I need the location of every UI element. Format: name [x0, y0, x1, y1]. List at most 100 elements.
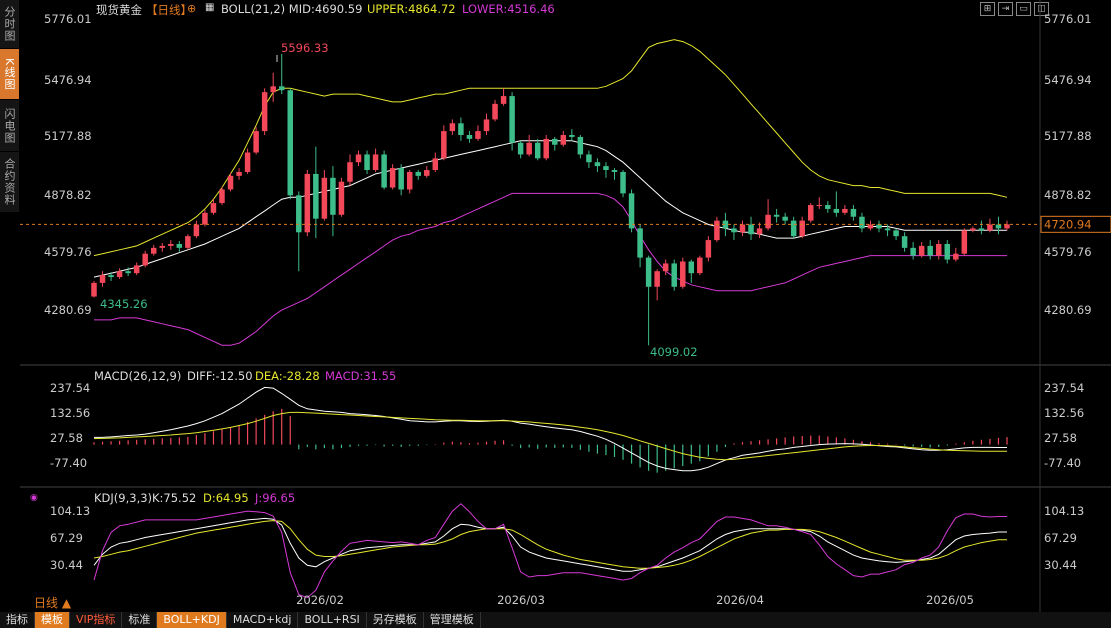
candle-body: [432, 158, 439, 171]
price-axis-left: 4878.82: [44, 188, 92, 202]
candle-body: [910, 247, 916, 256]
bottom-tab-5[interactable]: MACD+kdj: [227, 612, 299, 628]
boll-mid-label: BOLL(21,2) MID:4690.59: [221, 2, 363, 16]
bottom-tab-4[interactable]: BOLL+KDJ: [157, 612, 227, 628]
candle-body: [99, 275, 106, 283]
candle-body: [594, 162, 601, 167]
price-axis-left: 5776.01: [44, 12, 92, 26]
boll-lower-label: LOWER:4516.46: [462, 2, 555, 16]
bottom-tab-6[interactable]: BOLL+RSI: [298, 612, 367, 628]
price-axis-left: 5177.88: [44, 129, 92, 143]
candle-body: [688, 261, 695, 274]
candle-body: [355, 154, 362, 163]
candle-body: [825, 205, 831, 209]
candle-body: [756, 228, 763, 235]
candle-body: [918, 245, 925, 256]
candle-body: [620, 171, 626, 194]
candle-body: [671, 263, 677, 287]
candle-body: [816, 205, 823, 207]
candle-body: [603, 166, 609, 171]
candle-body: [722, 220, 729, 229]
candle-body: [611, 170, 618, 172]
candle-body: [313, 173, 319, 219]
kdj-j-line: [93, 503, 1007, 599]
settings-icon[interactable]: ⊕: [187, 2, 197, 15]
x-axis-label: 2026/05: [926, 593, 974, 607]
candle-body: [1004, 224, 1010, 229]
bottom-tab-0[interactable]: 指标: [0, 612, 35, 628]
kdj-axis-right: 30.44: [1044, 558, 1077, 572]
kdj-k-line: [93, 517, 1007, 572]
split-icon[interactable]: ◫: [1034, 2, 1049, 16]
candle-body: [731, 228, 737, 233]
candle-body: [790, 220, 797, 237]
candle-body: [833, 208, 840, 213]
candle-body: [441, 131, 447, 159]
fullscreen-icon[interactable]: ⊞: [980, 2, 995, 16]
candle-body: [483, 119, 490, 132]
candle-body: [159, 245, 166, 248]
sidebar-tab-3[interactable]: 合约资料: [0, 152, 19, 213]
candle-body: [219, 189, 225, 204]
candle-body: [628, 193, 635, 229]
expand-icon[interactable]: ⇥: [998, 2, 1013, 16]
macd-axis-left: -77.40: [50, 456, 87, 470]
candle-body: [577, 136, 584, 155]
macd-diff-label: DIFF:-12.50: [187, 369, 253, 383]
candle-body: [296, 195, 302, 233]
candle-body: [415, 171, 421, 176]
x-axis-label: 2026/02: [296, 593, 344, 607]
candle-body: [842, 208, 848, 213]
macd-title: MACD(26,12,9): [94, 369, 181, 383]
candle-body: [586, 154, 592, 163]
price-axis-right: 5476.94: [1044, 73, 1092, 87]
price-axis-left: 5476.94: [44, 73, 92, 87]
candle-body: [500, 96, 507, 104]
kdj-d-label: D:64.95: [203, 491, 249, 505]
bottom-tab-8[interactable]: 管理模板: [424, 612, 481, 628]
candle-body: [680, 261, 686, 287]
sidebar-tab-1[interactable]: K线图: [0, 49, 19, 100]
candle-body: [381, 154, 387, 188]
candle-body: [995, 224, 1002, 229]
candle-body: [876, 224, 882, 229]
candle-body: [543, 138, 549, 159]
macd-diff-line: [94, 386, 1007, 472]
kdj-title: KDJ(9,3,3): [94, 491, 152, 505]
bottom-tab-3[interactable]: 标准: [122, 612, 158, 628]
kdj-axis-left: 104.13: [50, 504, 90, 518]
indicator-icon[interactable]: ▦: [205, 2, 215, 13]
sidebar-tab-2[interactable]: 闪电图: [0, 100, 19, 152]
candle-body: [150, 247, 157, 254]
bottom-tab-1[interactable]: 模板: [35, 612, 70, 628]
macd-axis-left: 132.56: [50, 406, 90, 420]
macd-dea-line: [93, 411, 1007, 461]
candle-body: [108, 275, 114, 278]
candle-body: [287, 90, 293, 196]
candle-body: [944, 243, 951, 260]
candle-body: [859, 216, 865, 229]
bottom-tab-7[interactable]: 另存模板: [367, 612, 424, 628]
candle-body: [261, 92, 268, 132]
period-label[interactable]: 【日线】: [146, 3, 192, 17]
candle-body: [398, 168, 404, 190]
candle-body: [773, 214, 780, 217]
candle-body: [227, 175, 234, 190]
candle-body: [526, 142, 532, 155]
candle-body: [116, 271, 123, 278]
candle-body: [338, 181, 345, 215]
candle-body: [330, 177, 336, 215]
sidebar-tab-0[interactable]: 分时图: [0, 0, 19, 49]
bottom-tab-2[interactable]: VIP指标: [70, 612, 123, 628]
candle-body: [466, 134, 473, 139]
candle-body: [236, 171, 242, 176]
low-annotation: 4099.02: [650, 345, 698, 359]
x-axis-label: 2026/03: [497, 593, 545, 607]
candle-body: [987, 224, 993, 231]
boll-lower-line: [94, 192, 1007, 346]
window-icon[interactable]: ▭: [1016, 2, 1031, 16]
candle-body: [637, 228, 643, 258]
candle-body: [253, 131, 259, 153]
